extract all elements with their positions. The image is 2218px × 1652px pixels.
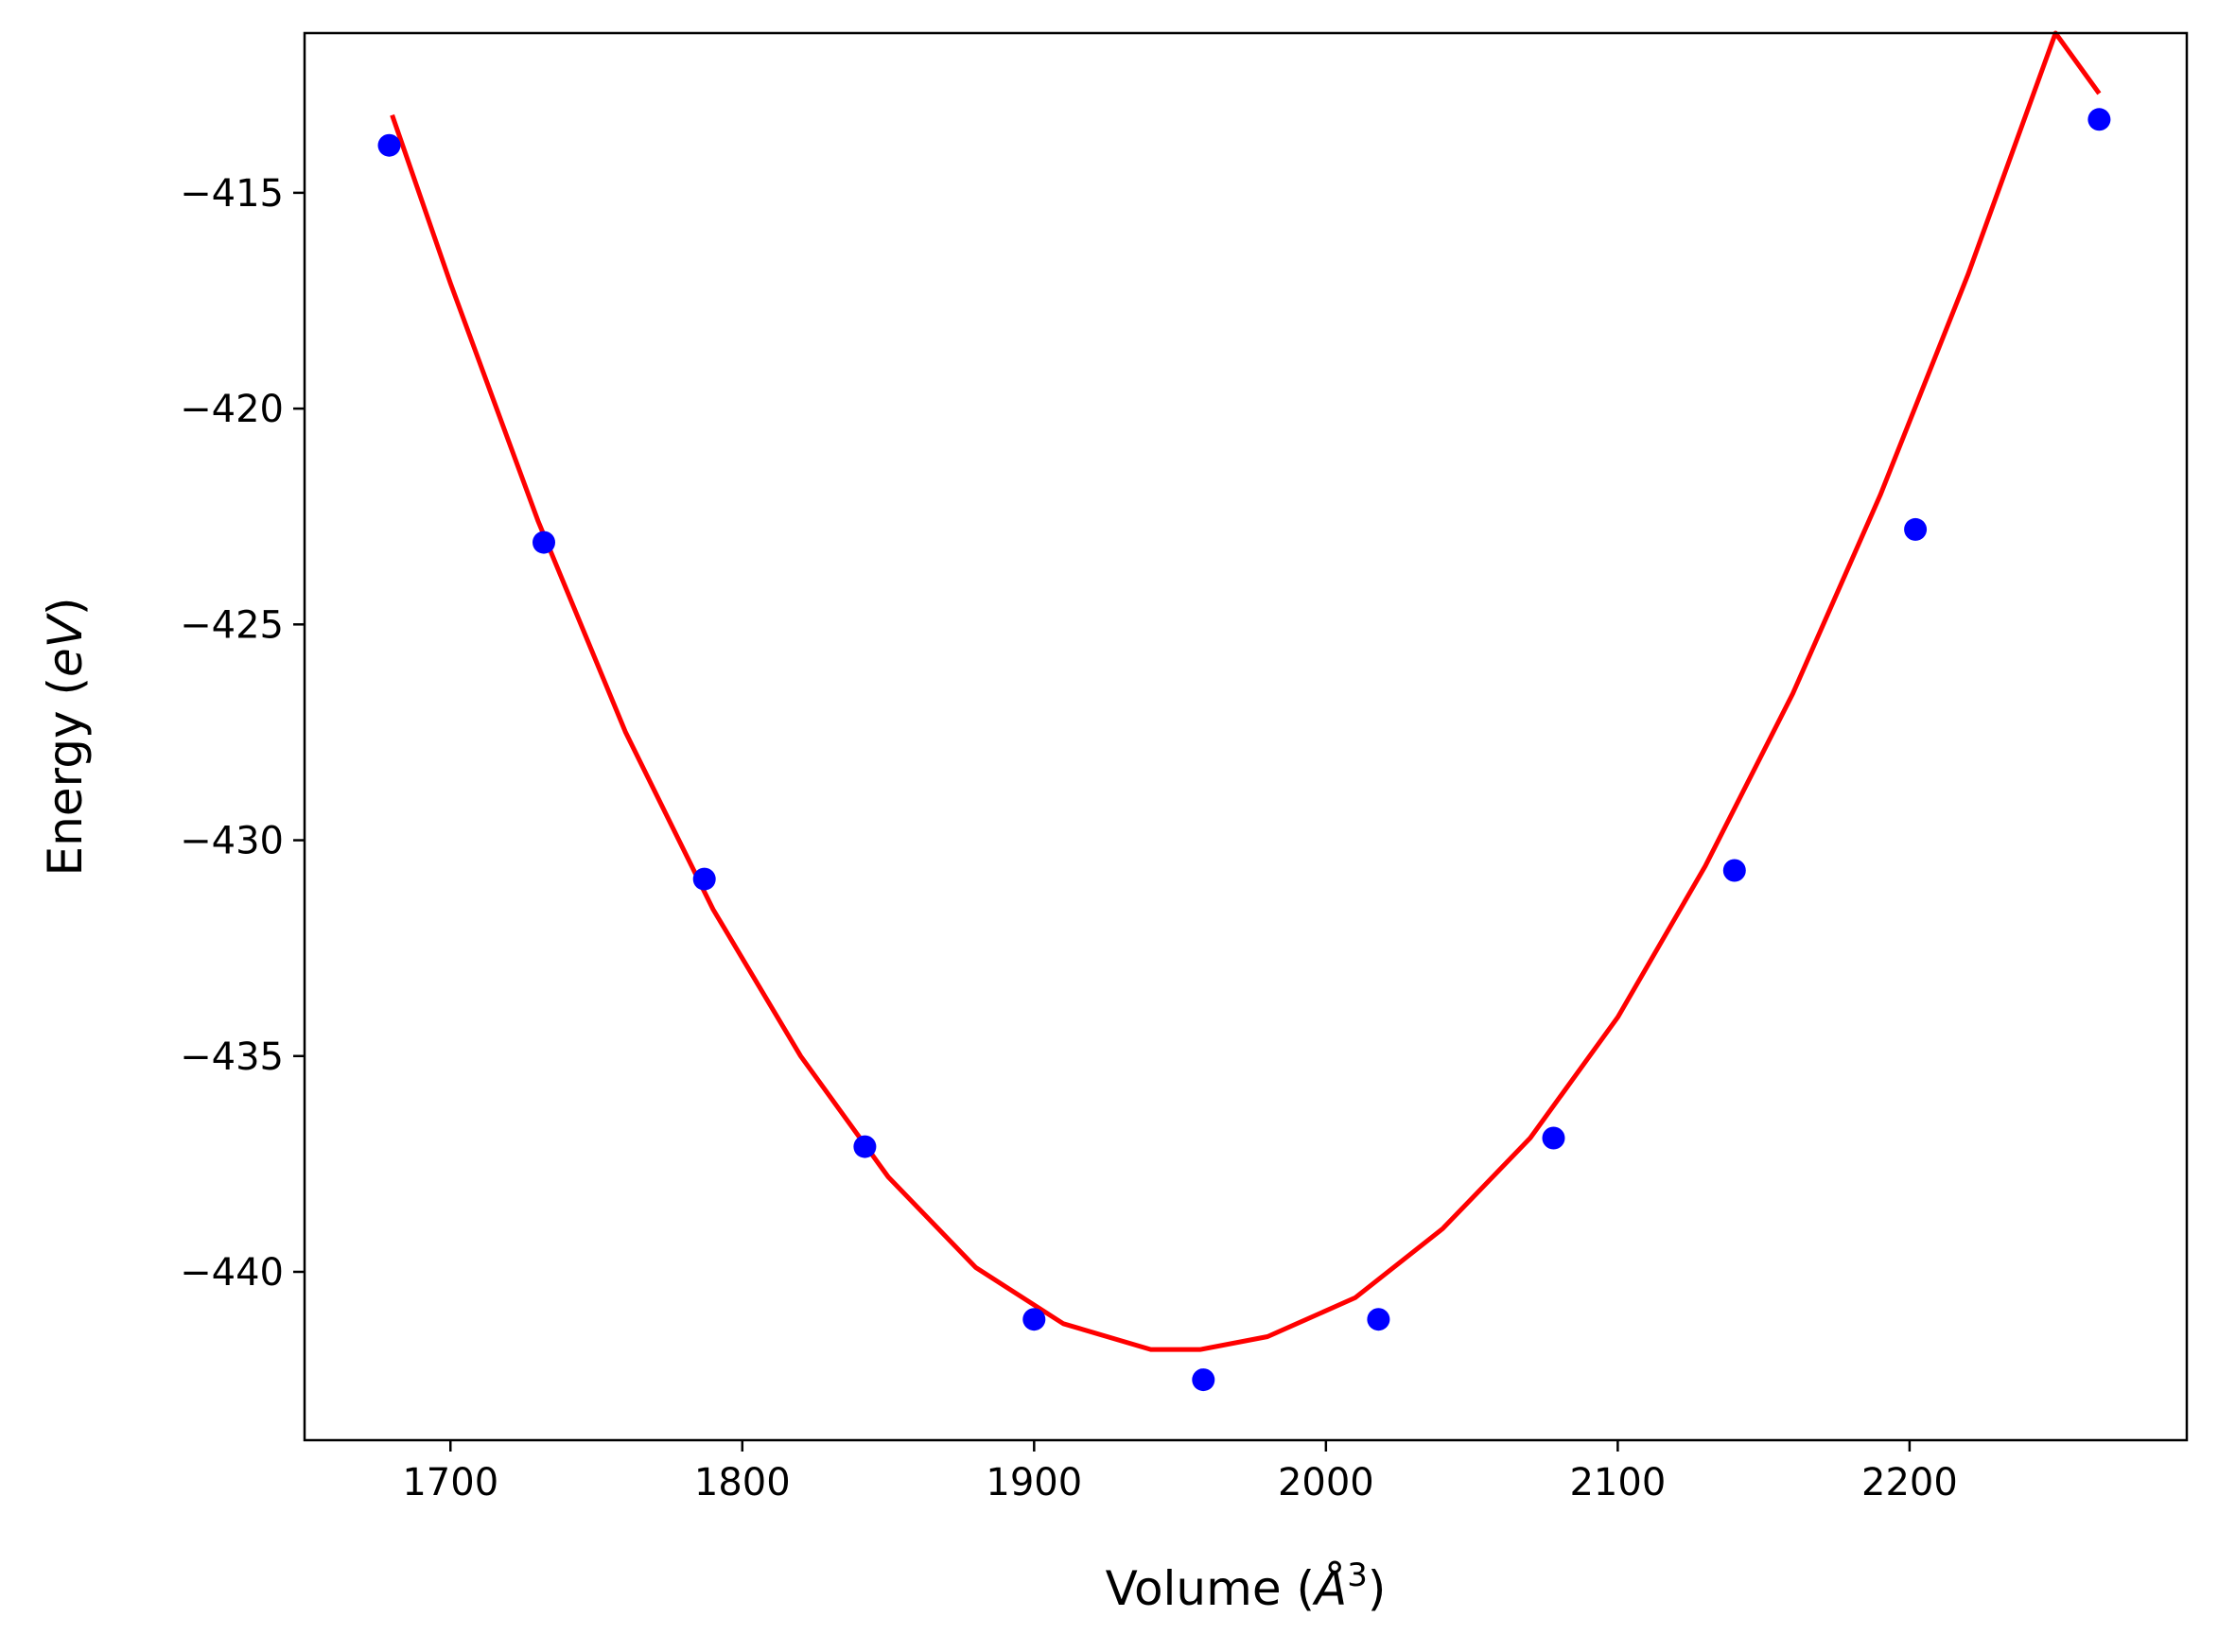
data-point-9 xyxy=(1722,859,1746,882)
y-axis-label-prefix: Energy ( xyxy=(38,677,93,876)
y-tick-label: −430 xyxy=(180,820,284,863)
x-axis-label-suffix: ) xyxy=(1368,1561,1387,1616)
y-axis-label-unit: eV xyxy=(38,612,93,677)
data-point-5 xyxy=(1022,1308,1046,1331)
data-point-2 xyxy=(533,530,555,554)
fit-curve xyxy=(390,30,2102,1352)
x-tick-label: 2200 xyxy=(1861,1461,1958,1504)
y-tick-label: −440 xyxy=(180,1251,284,1295)
y-tick-label: −435 xyxy=(180,1035,284,1079)
x-axis-ticks: 1700 1800 1900 2000 2100 2200 xyxy=(402,1440,1958,1504)
data-point-11 xyxy=(2087,108,2111,131)
x-tick-label: 1700 xyxy=(402,1461,498,1504)
x-axis-label-prefix: Volume ( xyxy=(1106,1561,1315,1616)
data-point-8 xyxy=(1542,1126,1565,1150)
data-point-10 xyxy=(1904,517,1928,541)
y-axis-label-suffix: ) xyxy=(38,598,93,617)
x-axis-label-unit: Å xyxy=(1312,1561,1347,1616)
y-tick-label: −415 xyxy=(180,172,284,216)
x-tick-label: 2000 xyxy=(1278,1461,1374,1504)
x-tick-label: 1900 xyxy=(986,1461,1082,1504)
data-points-layer xyxy=(377,108,2111,1392)
data-point-1 xyxy=(377,133,401,157)
data-point-4 xyxy=(853,1135,877,1158)
y-axis-ticks: −415 −420 −425 −430 −435 −440 xyxy=(180,172,305,1295)
x-tick-label: 2100 xyxy=(1569,1461,1666,1504)
plot-frame xyxy=(303,31,2189,1442)
data-point-7 xyxy=(1367,1308,1390,1331)
fit-curve-layer xyxy=(390,30,2102,1352)
x-tick-label: 1800 xyxy=(694,1461,791,1504)
x-axis-label-superscript: 3 xyxy=(1347,1556,1368,1594)
data-point-6 xyxy=(1192,1368,1215,1392)
y-tick-label: −420 xyxy=(180,388,284,431)
y-axis-label: Energy (eV) xyxy=(38,598,93,877)
data-point-3 xyxy=(692,867,716,891)
y-tick-label: −425 xyxy=(180,603,284,647)
x-axis-label: Volume (Å3) xyxy=(1106,1556,1387,1616)
